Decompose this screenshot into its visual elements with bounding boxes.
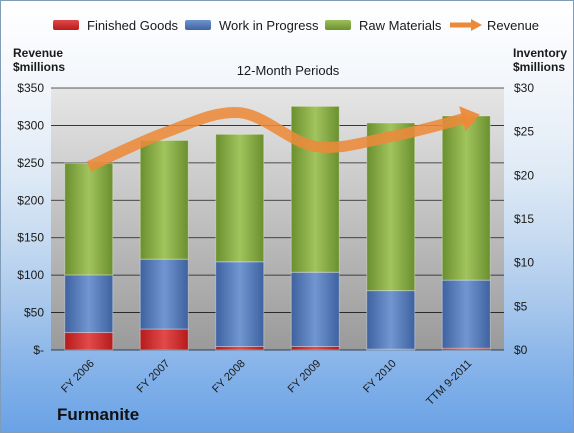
right-axis-title-line-1: Inventory (513, 46, 568, 60)
legend-item-revenue: Revenue (449, 15, 539, 35)
bar-finished-goods (215, 346, 265, 351)
right-tick-label: $5 (514, 299, 528, 313)
right-tick-label: $0 (514, 343, 528, 357)
legend-label-raw-materials: Raw Materials (359, 17, 442, 33)
left-tick-label: $50 (24, 306, 44, 320)
bar-raw-materials (64, 162, 114, 276)
left-axis-title-line-2: $millions (13, 60, 66, 74)
left-tick-label: $100 (17, 268, 44, 282)
chart-legend: Finished Goods Work in Progress Raw Mate… (1, 15, 573, 35)
left-axis-title-line-1: Revenue (13, 46, 64, 60)
x-tick-label: FY 2010 (361, 358, 399, 396)
bar-work-in-progress (64, 274, 114, 334)
right-axis-title-line-2: $millions (513, 60, 566, 74)
bar-work-in-progress (215, 261, 265, 348)
right-tick-label: $25 (514, 125, 534, 139)
right-axis-title: Inventory $millions (513, 46, 567, 74)
left-axis-title: Revenue $millions (13, 46, 65, 74)
bar-raw-materials (290, 105, 340, 273)
bar-raw-materials (215, 133, 265, 263)
company-name: Furmanite (57, 405, 140, 424)
bar-work-in-progress (139, 258, 189, 330)
bar-raw-materials (139, 139, 189, 260)
x-tick-label: TTM 9-2011 (424, 358, 474, 408)
right-tick-label: $10 (514, 256, 534, 270)
legend-label-revenue: Revenue (487, 17, 540, 33)
left-tick-label: $200 (17, 193, 44, 207)
bar-finished-goods (64, 332, 114, 351)
x-tick-label: FY 2009 (286, 358, 324, 396)
right-tick-label: $20 (514, 168, 534, 182)
bar-work-in-progress (290, 271, 340, 348)
legend-item-finished-goods: Finished Goods (53, 15, 178, 35)
bar-work-in-progress (366, 290, 416, 350)
legend-swatch-finished-goods (53, 20, 79, 30)
x-tick-label: FY 2006 (59, 358, 97, 396)
revenue-arrowhead (459, 106, 480, 132)
bar-work-in-progress (441, 279, 491, 349)
left-tick-label: $350 (17, 81, 44, 95)
legend-swatch-work-in-progress (185, 20, 211, 30)
legend-swatch-raw-materials (325, 20, 351, 30)
left-tick-label: $150 (17, 231, 44, 245)
bar-finished-goods (139, 328, 189, 351)
legend-label-finished-goods: Finished Goods (87, 17, 179, 33)
left-tick-label: $- (33, 343, 44, 357)
right-tick-label: $15 (514, 212, 534, 226)
chart-title: 12-Month Periods (236, 63, 340, 78)
left-tick-label: $300 (17, 118, 44, 132)
bar-finished-goods (290, 346, 340, 351)
bar-raw-materials (441, 115, 491, 281)
left-tick-label: $250 (17, 156, 44, 170)
bar-raw-materials (366, 122, 416, 292)
x-tick-label: FY 2007 (135, 358, 173, 396)
legend-item-raw-materials: Raw Materials (325, 15, 441, 35)
legend-label-work-in-progress: Work in Progress (219, 17, 319, 33)
revenue-line (86, 107, 468, 172)
right-tick-label: $30 (514, 81, 534, 95)
legend-swatch-revenue (450, 19, 482, 31)
x-tick-label: FY 2008 (210, 358, 248, 396)
legend-item-work-in-progress: Work in Progress (185, 15, 318, 35)
